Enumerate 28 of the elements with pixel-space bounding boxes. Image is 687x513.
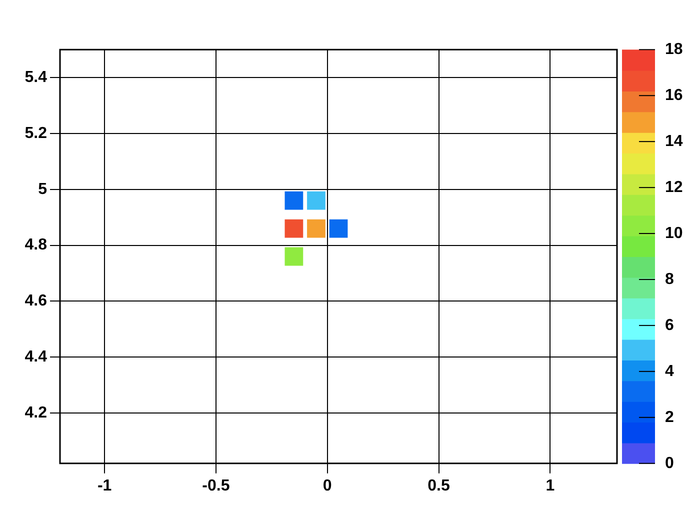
color-bar-label: 8 — [665, 270, 674, 288]
x-tick-label: 0.5 — [428, 477, 450, 494]
point — [284, 191, 304, 210]
color-bar-label: 18 — [665, 41, 683, 58]
color-bar-label: 16 — [665, 86, 683, 104]
point — [307, 191, 326, 210]
x-tick-label: -0.5 — [202, 477, 230, 494]
y-tick-label: 4.4 — [24, 348, 48, 366]
y-tick-label: 5.4 — [24, 68, 48, 86]
y-tick-label: 4.2 — [24, 404, 48, 422]
color-bar-label: 10 — [665, 224, 683, 242]
x-tick-label: -1 — [97, 477, 112, 494]
y-tick-label: 4.6 — [24, 292, 48, 310]
color-bar-label: 4 — [665, 362, 674, 380]
color-bar-label: 12 — [665, 178, 683, 196]
color-bar-label: 14 — [665, 132, 683, 150]
color-bar-label: 6 — [665, 316, 674, 334]
y-tick-label: 5 — [38, 180, 48, 198]
y-tick-label: 5.2 — [24, 124, 48, 142]
color-bar-label: 2 — [665, 408, 674, 426]
y-tick-label: 4.8 — [24, 236, 48, 254]
x-tick-label: 0 — [322, 477, 332, 494]
point — [329, 219, 348, 238]
point — [284, 219, 304, 238]
color-bar-label: 0 — [665, 454, 674, 472]
x-tick-label: 1 — [546, 477, 555, 494]
point — [307, 219, 326, 238]
point — [284, 247, 304, 266]
